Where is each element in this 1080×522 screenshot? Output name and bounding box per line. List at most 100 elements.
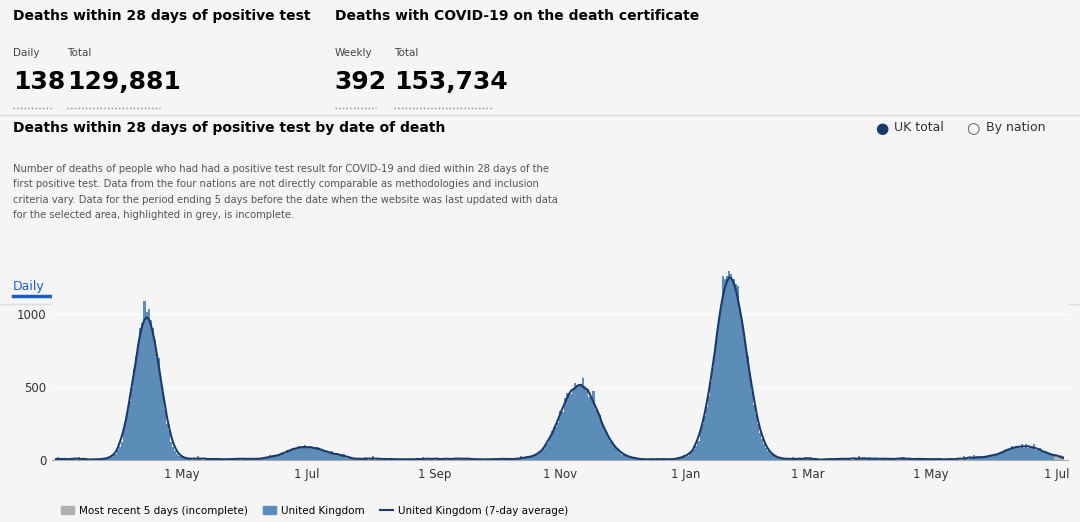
Bar: [473, 458, 475, 460]
Bar: [1025, 444, 1027, 460]
Bar: [510, 459, 512, 460]
Bar: [164, 409, 166, 460]
Bar: [207, 459, 210, 460]
Bar: [751, 390, 753, 460]
Bar: [112, 455, 114, 460]
Bar: [262, 458, 265, 460]
Bar: [80, 458, 82, 460]
Bar: [71, 459, 73, 460]
Bar: [210, 459, 212, 460]
Bar: [943, 458, 945, 460]
Bar: [639, 459, 642, 460]
Bar: [675, 459, 677, 460]
Bar: [212, 458, 214, 460]
Bar: [732, 279, 734, 460]
Bar: [600, 422, 603, 460]
Bar: [482, 459, 483, 460]
Bar: [930, 459, 932, 460]
Text: ○: ○: [967, 121, 980, 136]
Bar: [373, 456, 374, 460]
Text: About: About: [211, 280, 247, 293]
Bar: [920, 458, 922, 460]
Bar: [982, 457, 984, 460]
Bar: [174, 451, 176, 460]
Bar: [502, 459, 504, 460]
Bar: [275, 455, 278, 460]
Bar: [141, 323, 144, 460]
Bar: [532, 456, 535, 460]
Bar: [766, 447, 768, 460]
Bar: [922, 458, 924, 460]
Bar: [135, 356, 137, 460]
Bar: [730, 274, 732, 460]
Bar: [314, 447, 316, 460]
Bar: [630, 457, 632, 460]
Bar: [330, 451, 333, 460]
Bar: [737, 286, 739, 460]
Bar: [205, 458, 207, 460]
Bar: [970, 458, 971, 460]
Bar: [994, 455, 996, 460]
Bar: [237, 458, 239, 460]
Bar: [768, 450, 770, 460]
Bar: [1039, 448, 1041, 460]
Bar: [907, 459, 909, 460]
Bar: [180, 457, 183, 460]
Bar: [687, 456, 689, 460]
Bar: [459, 459, 461, 460]
Bar: [725, 279, 727, 460]
Bar: [662, 459, 664, 460]
Bar: [589, 397, 591, 460]
Bar: [875, 459, 877, 460]
Bar: [541, 451, 543, 460]
Bar: [977, 458, 980, 460]
Bar: [257, 459, 259, 460]
Bar: [307, 448, 308, 460]
Bar: [296, 449, 298, 460]
Bar: [59, 459, 62, 460]
Bar: [559, 411, 562, 460]
Bar: [90, 459, 92, 460]
Bar: [745, 350, 747, 460]
Bar: [625, 456, 627, 460]
Bar: [442, 459, 444, 460]
Bar: [308, 448, 310, 460]
Bar: [1009, 449, 1011, 460]
Bar: [261, 459, 262, 460]
Bar: [103, 459, 105, 460]
Bar: [530, 457, 532, 460]
Bar: [545, 445, 548, 460]
Bar: [528, 457, 530, 460]
Bar: [438, 458, 440, 460]
Bar: [764, 444, 766, 460]
Bar: [108, 458, 110, 460]
Bar: [1048, 454, 1050, 460]
Bar: [187, 459, 189, 460]
Bar: [571, 390, 573, 460]
Bar: [316, 447, 319, 460]
Bar: [621, 455, 623, 460]
Bar: [421, 457, 423, 460]
Bar: [685, 457, 687, 460]
Bar: [323, 450, 325, 460]
Bar: [105, 459, 107, 460]
Bar: [417, 459, 419, 460]
Bar: [573, 383, 576, 460]
Bar: [348, 458, 350, 460]
Bar: [1013, 449, 1014, 460]
Text: Total: Total: [394, 48, 419, 58]
Legend: Most recent 5 days (incomplete), United Kingdom, United Kingdom (7-day average): Most recent 5 days (incomplete), United …: [57, 502, 572, 520]
Bar: [794, 459, 796, 460]
Bar: [521, 456, 523, 460]
Bar: [1000, 453, 1002, 460]
Bar: [551, 431, 553, 460]
Bar: [259, 459, 261, 460]
Bar: [178, 456, 180, 460]
Bar: [683, 455, 685, 460]
Bar: [343, 454, 346, 460]
Bar: [1050, 454, 1052, 460]
Bar: [829, 458, 832, 460]
Bar: [650, 459, 652, 460]
Bar: [854, 459, 856, 460]
Bar: [319, 450, 321, 460]
